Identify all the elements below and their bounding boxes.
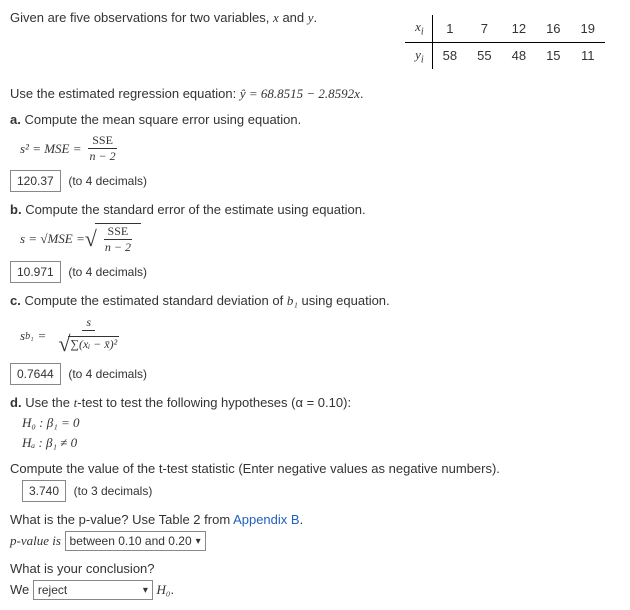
answer-a-row: 120.37 (to 4 decimals) bbox=[10, 170, 620, 192]
x-val-0: 1 bbox=[432, 15, 467, 42]
chevron-down-icon: ▾ bbox=[196, 536, 201, 547]
sb-formula: sb₁ = s ∑(xᵢ − x̄)² bbox=[20, 315, 620, 357]
pvalue-select[interactable]: between 0.10 and 0.20 ▾ bbox=[65, 531, 206, 551]
conclusion-row: We reject ▾ H₀. bbox=[10, 580, 620, 600]
part-c-title: c. Compute the estimated standard deviat… bbox=[10, 293, 620, 309]
chevron-down-icon: ▾ bbox=[143, 585, 148, 596]
hypothesis-h0: H₀ : β₁ = 0 bbox=[22, 415, 620, 431]
y-val-1: 55 bbox=[467, 42, 501, 69]
answer-d-row: 3.740 (to 3 decimals) bbox=[22, 480, 620, 502]
answer-a-input[interactable]: 120.37 bbox=[10, 170, 61, 192]
part-b-title: b. Compute the standard error of the est… bbox=[10, 202, 620, 217]
part-d-title: d. Use the t-test to test the following … bbox=[10, 395, 620, 411]
y-val-2: 48 bbox=[502, 42, 536, 69]
answer-c-row: 0.7644 (to 4 decimals) bbox=[10, 363, 620, 385]
answer-c-input[interactable]: 0.7644 bbox=[10, 363, 61, 385]
answer-b-input[interactable]: 10.971 bbox=[10, 261, 61, 283]
pvalue-row: p-value is between 0.10 and 0.20 ▾ bbox=[10, 531, 620, 551]
d-compute-line: Compute the value of the t-test statisti… bbox=[10, 461, 620, 476]
x-val-3: 16 bbox=[536, 15, 570, 42]
appendix-link[interactable]: Appendix B bbox=[233, 512, 300, 527]
yi-header: yi bbox=[405, 42, 432, 69]
y-val-0: 58 bbox=[432, 42, 467, 69]
y-val-3: 15 bbox=[536, 42, 570, 69]
se-formula: s = √MSE = SSE n − 2 bbox=[20, 223, 620, 255]
x-val-4: 19 bbox=[571, 15, 605, 42]
var-x: x bbox=[273, 10, 279, 25]
and-text: and bbox=[282, 10, 304, 25]
xi-header: xi bbox=[405, 15, 432, 42]
hypothesis-ha: Hₐ : β₁ ≠ 0 bbox=[22, 435, 620, 451]
regression-line: Use the estimated regression equation: ŷ… bbox=[10, 86, 620, 102]
answer-b-row: 10.971 (to 4 decimals) bbox=[10, 261, 620, 283]
period: . bbox=[314, 10, 318, 25]
answer-d-input[interactable]: 3.740 bbox=[22, 480, 66, 502]
x-val-1: 7 bbox=[467, 15, 501, 42]
pvalue-question: What is the p-value? Use Table 2 from Ap… bbox=[10, 512, 620, 527]
mse-formula: s² = MSE = SSE n − 2 bbox=[20, 133, 620, 164]
data-table: xi 1 7 12 16 19 yi 58 55 48 15 11 bbox=[405, 15, 605, 69]
regression-eq: ŷ = 68.8515 − 2.8592x bbox=[240, 86, 360, 101]
intro-text: Given are five observations for two vari… bbox=[10, 10, 269, 25]
x-val-2: 12 bbox=[502, 15, 536, 42]
conclusion-question: What is your conclusion? bbox=[10, 561, 620, 576]
part-a-title: a. Compute the mean square error using e… bbox=[10, 112, 620, 127]
conclusion-select[interactable]: reject ▾ bbox=[33, 580, 153, 600]
y-val-4: 11 bbox=[571, 42, 605, 69]
